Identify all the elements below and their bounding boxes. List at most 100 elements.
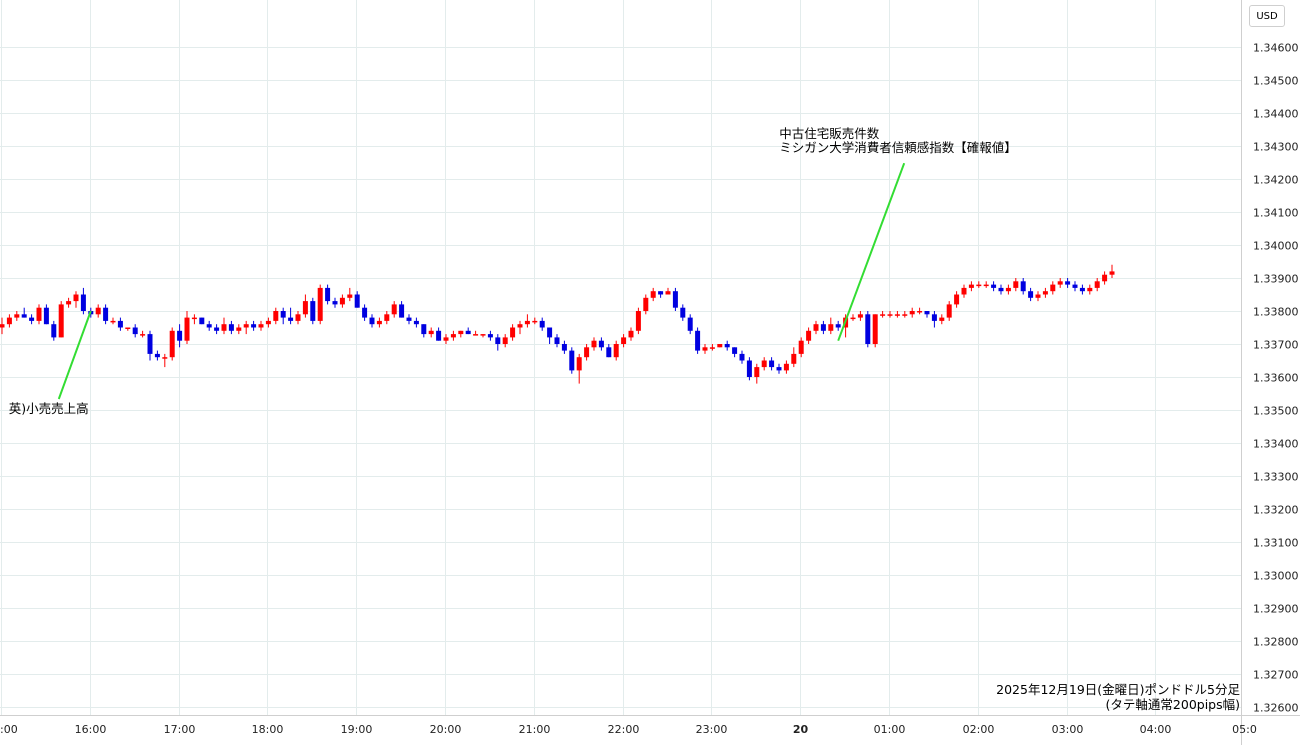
candle-down bbox=[991, 281, 997, 292]
candle-body bbox=[606, 347, 612, 358]
candle-body bbox=[1035, 294, 1041, 298]
candle-down bbox=[998, 284, 1004, 295]
candle-body bbox=[539, 320, 545, 328]
candle-up bbox=[169, 327, 175, 361]
candle-up bbox=[1035, 291, 1041, 302]
candle-body bbox=[658, 291, 664, 295]
candle-body bbox=[894, 314, 900, 316]
candle-body bbox=[347, 294, 353, 298]
candle-down bbox=[1079, 284, 1085, 295]
candle-up bbox=[894, 311, 900, 318]
candle-down bbox=[606, 344, 612, 358]
candle-body bbox=[769, 360, 775, 368]
candle-down bbox=[547, 327, 553, 344]
candle-body bbox=[532, 320, 538, 323]
time-tick-label: 04:00 bbox=[1140, 723, 1172, 736]
candle-up bbox=[384, 311, 390, 325]
candle-body bbox=[576, 357, 582, 371]
candle-body bbox=[680, 307, 686, 318]
time-tick-label: 18:00 bbox=[252, 723, 284, 736]
candle-up bbox=[532, 317, 538, 325]
currency-button[interactable]: USD bbox=[1249, 5, 1285, 27]
candle-up bbox=[302, 294, 308, 318]
candle-up bbox=[791, 347, 797, 368]
candle-body bbox=[850, 317, 856, 320]
time-tick-label: 17:00 bbox=[164, 723, 196, 736]
time-tick-label: 01:00 bbox=[874, 723, 906, 736]
candle-body bbox=[991, 284, 997, 288]
candle-body bbox=[6, 317, 12, 325]
candle-up bbox=[236, 324, 242, 335]
candle-body bbox=[872, 314, 878, 344]
candle-body bbox=[695, 330, 701, 351]
candle-body bbox=[95, 307, 101, 315]
candle-up bbox=[754, 363, 760, 384]
candle-down bbox=[487, 330, 493, 341]
annotation-line bbox=[57, 310, 92, 400]
candle-down bbox=[554, 334, 560, 348]
candle-up bbox=[347, 287, 353, 302]
candle-down bbox=[724, 340, 730, 351]
candle-down bbox=[746, 357, 752, 381]
candle-down bbox=[598, 337, 604, 351]
candle-up bbox=[1109, 264, 1115, 278]
candle-body bbox=[717, 344, 723, 348]
candle-body bbox=[1102, 274, 1108, 282]
candle-body bbox=[177, 330, 183, 341]
candle-body bbox=[561, 344, 567, 351]
candle-body bbox=[621, 337, 627, 344]
candle-down bbox=[310, 297, 316, 325]
candle-up bbox=[628, 327, 634, 341]
candle-body bbox=[1057, 281, 1063, 285]
candle-body bbox=[117, 320, 123, 328]
candle-down bbox=[436, 327, 442, 341]
candle-body bbox=[739, 353, 745, 361]
candle-up bbox=[480, 334, 486, 338]
candle-up bbox=[184, 311, 190, 344]
candle-up bbox=[125, 327, 131, 331]
chart-caption-line-2: (タテ軸通常200pips幅) bbox=[1106, 697, 1240, 712]
candle-body bbox=[413, 320, 419, 325]
candle-body bbox=[761, 360, 767, 368]
price-tick-label: 1.33600 bbox=[1253, 372, 1299, 385]
candle-body bbox=[887, 314, 893, 316]
price-tick-label: 1.34600 bbox=[1253, 42, 1299, 55]
candle-body bbox=[214, 327, 220, 331]
price-tick-label: 1.33400 bbox=[1253, 438, 1299, 451]
candle-body bbox=[154, 353, 160, 358]
candle-down bbox=[251, 320, 257, 331]
annotation-text: ミシガン大学消費者信頼感指数【確報値】 bbox=[779, 140, 1017, 155]
candle-body bbox=[132, 327, 138, 335]
time-tick-label: 22:00 bbox=[608, 723, 640, 736]
candle-down bbox=[354, 291, 360, 308]
candle-body bbox=[80, 294, 86, 311]
candle-body bbox=[798, 340, 804, 354]
price-tick-label: 1.33700 bbox=[1253, 339, 1299, 352]
candle-down bbox=[495, 334, 501, 351]
candle-down bbox=[732, 347, 738, 358]
price-tick-label: 1.33800 bbox=[1253, 306, 1299, 319]
candle-body bbox=[273, 311, 279, 321]
candle-body bbox=[221, 324, 227, 331]
candle-up bbox=[162, 353, 168, 368]
candle-down bbox=[931, 311, 937, 328]
candle-up bbox=[221, 317, 227, 335]
candle-body bbox=[495, 337, 501, 344]
candle-body bbox=[310, 301, 316, 321]
candle-body bbox=[1028, 291, 1034, 298]
candle-body bbox=[280, 311, 286, 318]
time-tick-label: 20:00 bbox=[430, 723, 462, 736]
price-tick-label: 1.33300 bbox=[1253, 471, 1299, 484]
candle-up bbox=[473, 330, 479, 336]
candle-up bbox=[650, 287, 656, 302]
price-tick-label: 1.33500 bbox=[1253, 405, 1299, 418]
candle-down bbox=[465, 327, 471, 335]
candle-down bbox=[1065, 278, 1071, 288]
candle-down bbox=[147, 330, 153, 361]
price-tick-label: 1.32700 bbox=[1253, 669, 1299, 682]
candle-up bbox=[317, 284, 323, 325]
candle-body bbox=[339, 297, 345, 305]
candle-body bbox=[591, 340, 597, 348]
candle-body bbox=[265, 320, 271, 325]
candle-body bbox=[0, 324, 5, 328]
